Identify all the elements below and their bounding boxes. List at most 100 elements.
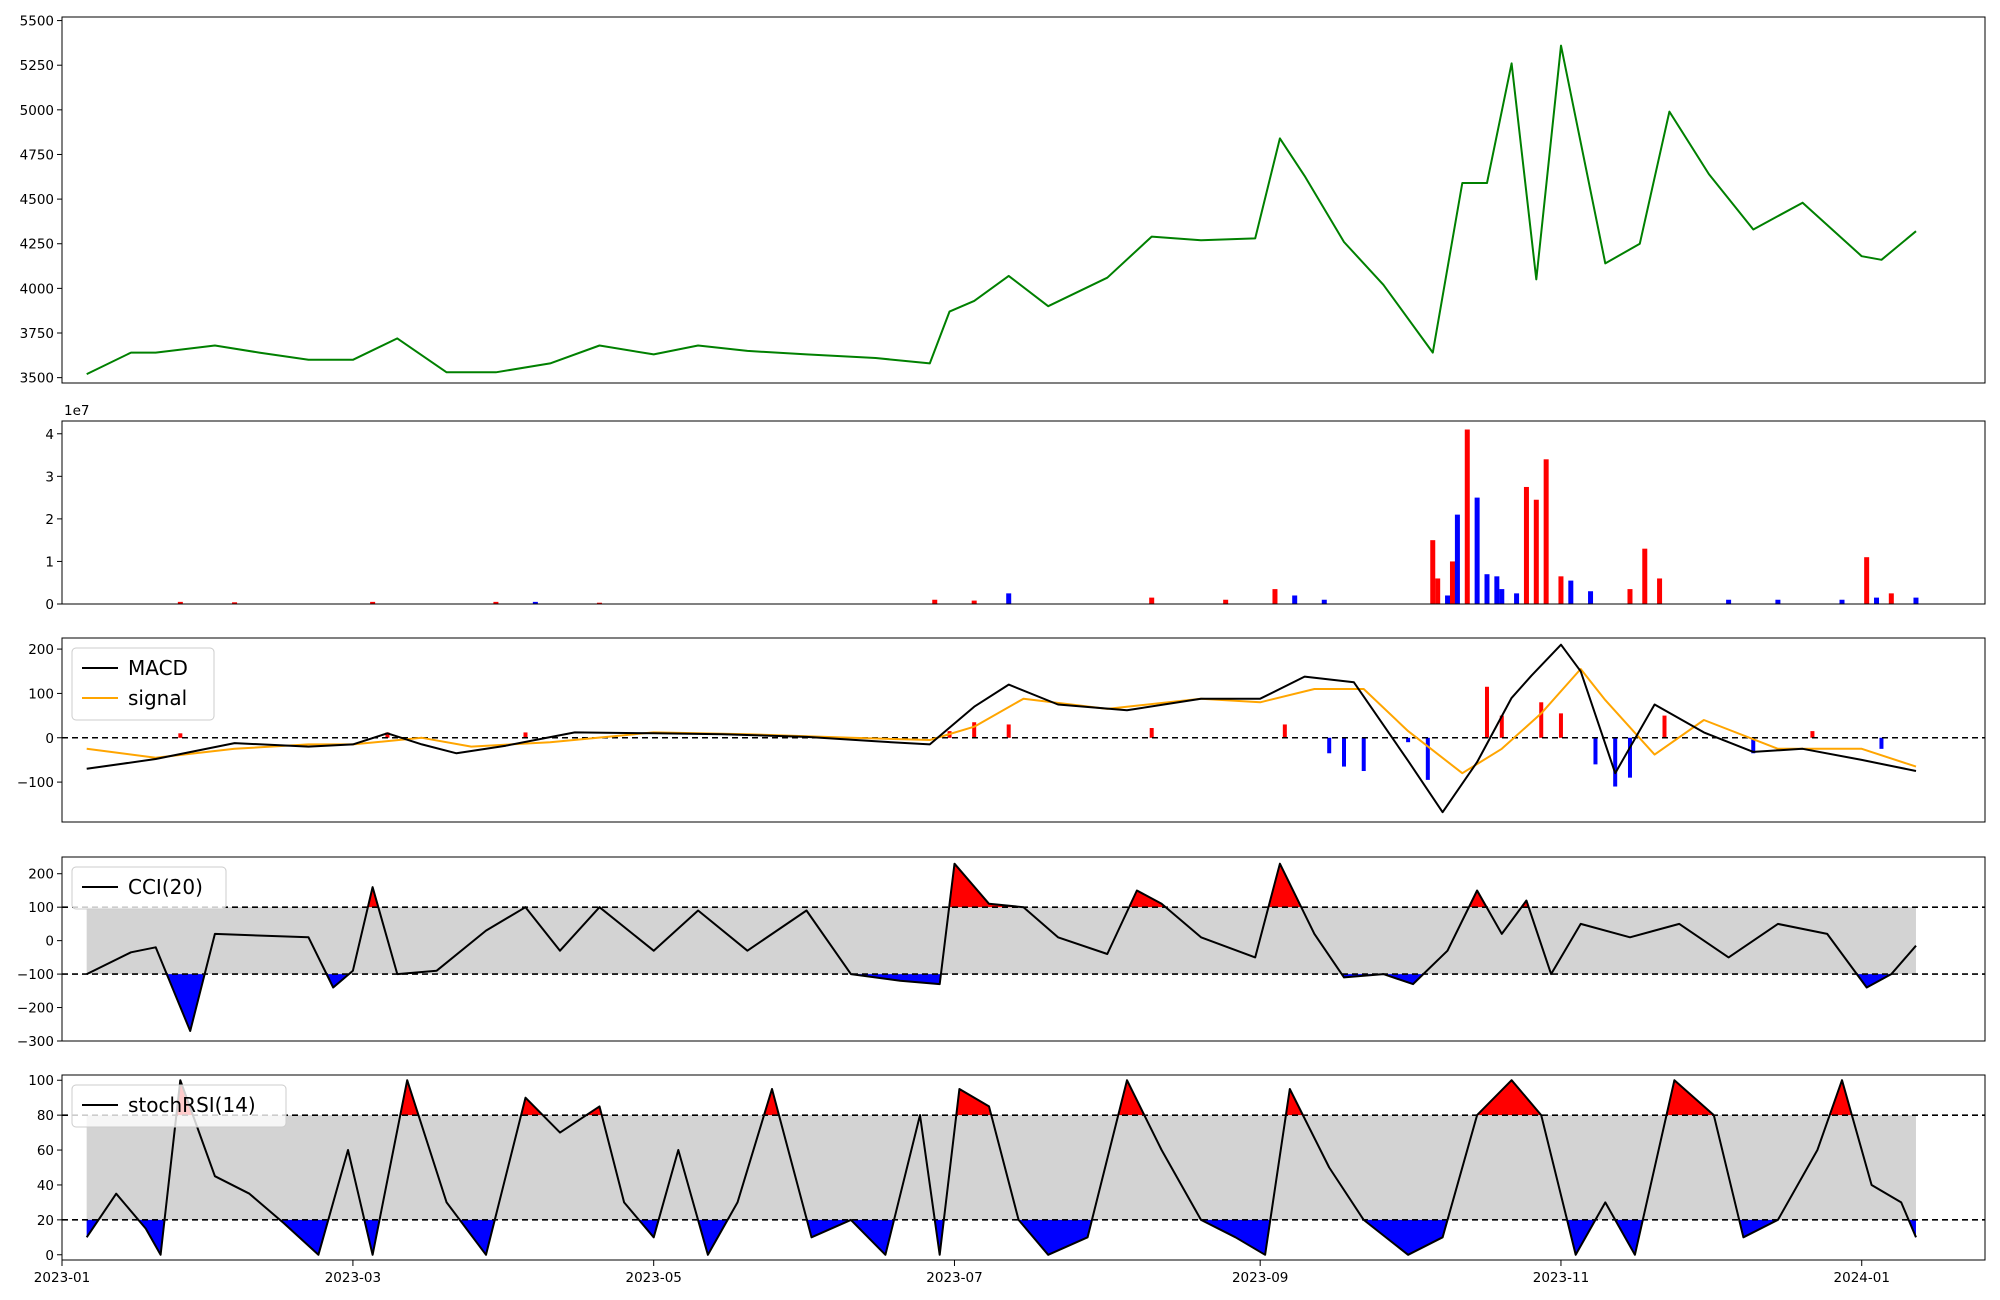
volume-bar: [1568, 580, 1574, 604]
legend-box: [71, 1084, 287, 1128]
y-tick-label: −200: [17, 1001, 54, 1017]
panel-frame: [61, 856, 1986, 1042]
panel-frame: [61, 420, 1986, 605]
legend-box: [71, 866, 227, 910]
volume-bar: [1864, 557, 1870, 604]
macd-histogram-bar: [1662, 715, 1667, 738]
volume-bar: [1449, 561, 1455, 604]
y-tick-label: 200: [28, 642, 54, 658]
legend-label: signal: [128, 686, 187, 710]
legend-label: MACD: [128, 656, 188, 680]
macd-histogram-bar: [1406, 737, 1411, 743]
volume-bar: [1913, 597, 1919, 604]
volume-bar: [1543, 459, 1549, 604]
x-tick-label: 2023-01: [34, 1270, 90, 1286]
y-tick-label: 100: [28, 1073, 54, 1089]
macd-histogram-bar: [1539, 702, 1544, 738]
volume-bar: [1272, 589, 1278, 604]
volume-bar: [1533, 499, 1539, 604]
y-tick-label: 4500: [20, 192, 54, 208]
stochrsi-line: [85, 1079, 1917, 1256]
volume-bar: [596, 602, 602, 604]
macd-histogram-bar: [178, 733, 183, 738]
panel-frame: [61, 1074, 1986, 1261]
y-tick-label: 100: [28, 686, 54, 702]
panel-frame: [61, 637, 1986, 823]
macd-histogram-bar: [1613, 737, 1618, 787]
x-tick-label: 2023-07: [926, 1270, 982, 1286]
y-tick-label: 0: [45, 731, 54, 747]
volume-bar: [232, 602, 238, 604]
y-tick-label: 5000: [20, 103, 54, 119]
price-panel: 3500 3750 4000 4250 4500 4750 5000 5250 5500: [20, 14, 1986, 387]
macd-histogram-bar: [1342, 737, 1346, 767]
legend-label: CCI(20): [128, 875, 203, 899]
volume-bar: [1642, 548, 1648, 604]
macd-histogram-bar: [1327, 737, 1332, 754]
macd-histogram-bar: [1627, 737, 1632, 778]
volume-bar: [493, 601, 499, 604]
y-tick-label: 100: [28, 900, 54, 916]
volume-bar: [1839, 599, 1845, 604]
macd-histogram-bar: [1810, 731, 1815, 738]
macd-line: [86, 643, 1917, 814]
y-tick-label: 3: [45, 469, 54, 485]
volume-bar: [1454, 514, 1460, 604]
volume-bar: [1874, 597, 1880, 604]
macd-histogram-bar: [385, 732, 390, 738]
volume-bar: [1523, 486, 1529, 604]
y-tick-label: 4250: [20, 237, 54, 253]
overbought-fill: [367, 863, 1529, 908]
macd-histogram-bar: [1499, 715, 1504, 738]
y-tick-label: 0: [45, 934, 54, 950]
macd-histogram-bar: [1149, 728, 1154, 738]
y-tick-label: 80: [37, 1108, 54, 1124]
y-tick-label: 0: [45, 597, 54, 613]
x-tick-label: 2023-03: [325, 1270, 381, 1286]
volume-bar: [1499, 589, 1505, 604]
volume-bar: [1474, 497, 1480, 604]
volume-bar: [1292, 595, 1298, 604]
cci-line: [86, 862, 1917, 1032]
y-tick-label: −100: [17, 967, 54, 983]
neutral-band: [86, 907, 1916, 975]
volume-bar: [1464, 429, 1470, 604]
volume-bar: [1006, 593, 1012, 604]
macd-histogram-bar: [1593, 737, 1598, 765]
volume-bar: [1627, 589, 1633, 604]
macd-histogram-bar: [1425, 737, 1430, 780]
y-tick-label: 1: [45, 554, 54, 570]
macd-histogram-bar: [972, 722, 977, 738]
y-tick-label: 4: [45, 427, 54, 443]
macd-histogram-bar: [523, 732, 528, 738]
volume-bar: [1888, 593, 1894, 604]
signal-line: [86, 668, 1917, 775]
cci-panel: −300 −200 −100 0 100 200 CCI(20): [17, 856, 1986, 1050]
macd-histogram-bar: [1006, 724, 1011, 738]
x-tick-label: 2024-01: [1834, 1270, 1890, 1286]
stochrsi-panel: 0 20 40 60 80 100 stochRSI(14): [28, 1073, 1986, 1264]
volume-bar: [1223, 599, 1229, 604]
volume-bar: [1726, 599, 1732, 604]
volume-bar: [1657, 578, 1663, 604]
x-tick-label: 2023-11: [1533, 1270, 1589, 1286]
macd-histogram-bar: [1558, 713, 1563, 738]
volume-bar: [1494, 576, 1500, 604]
volume-bar: [1435, 578, 1441, 604]
y-tick-label: 0: [45, 1248, 54, 1264]
legend-box: [71, 647, 215, 721]
volume-bar: [1445, 595, 1451, 604]
panel-frame: [61, 16, 1986, 384]
y-tick-label: −100: [17, 775, 54, 791]
volume-bar: [177, 601, 183, 604]
volume-bar: [932, 599, 938, 604]
y-tick-label: 60: [37, 1143, 54, 1159]
y-tick-label: 4750: [20, 147, 54, 163]
macd-histogram-bar: [1484, 686, 1489, 738]
volume-scale-label: 1e7: [64, 403, 89, 419]
y-tick-label: −300: [17, 1034, 54, 1050]
macd-histogram-bar: [1751, 737, 1756, 754]
overbought-fill: [176, 1080, 1852, 1116]
volume-bar: [1149, 597, 1155, 604]
volume-panel: 0 1 2 3 4: [45, 420, 1986, 613]
